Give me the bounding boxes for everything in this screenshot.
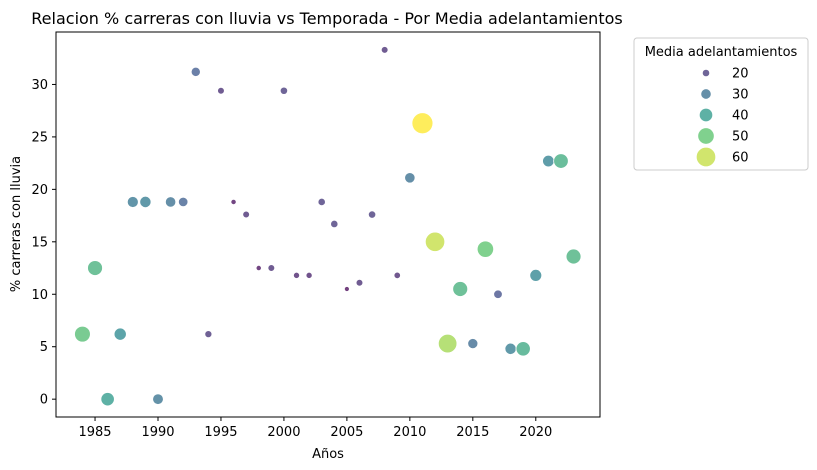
y-tick-label: 25 <box>31 130 48 145</box>
x-tick-label: 2015 <box>456 425 489 440</box>
y-tick-label: 10 <box>31 288 48 303</box>
y-tick-label: 15 <box>31 235 48 250</box>
data-point <box>367 210 377 219</box>
legend-title: Media adelantamientos <box>645 45 798 60</box>
data-point <box>267 264 276 272</box>
legend-entries: 20 30 40 50 60 <box>695 67 749 168</box>
data-point <box>190 66 201 77</box>
plot-frame <box>55 31 601 418</box>
data-point <box>380 46 389 54</box>
data-point <box>411 112 434 135</box>
x-tick-label: 1985 <box>78 425 111 440</box>
data-point <box>476 240 495 258</box>
data-point <box>74 325 91 343</box>
legend-label: 50 <box>732 130 749 145</box>
data-point <box>504 342 517 355</box>
legend-marker <box>697 127 715 145</box>
data-point <box>242 210 250 219</box>
x-axis: 1985 1990 1995 2000 2005 2010 2015 2020 <box>78 417 552 440</box>
chart-title: Relacion % carreras con lluvia vs Tempor… <box>31 9 622 28</box>
y-tick-label: 0 <box>40 393 48 408</box>
data-point <box>343 286 350 292</box>
legend: Media adelantamientos 20 30 40 50 60 <box>633 37 809 171</box>
x-tick-label: 2010 <box>393 425 426 440</box>
data-point <box>424 231 446 252</box>
x-axis-label: Años <box>312 447 344 462</box>
x-tick-label: 1995 <box>204 425 237 440</box>
x-tick-label: 1990 <box>141 425 174 440</box>
data-point <box>355 278 364 287</box>
data-point <box>515 341 531 357</box>
data-point <box>204 330 213 339</box>
data-point <box>255 264 262 272</box>
legend-box <box>633 37 809 171</box>
y-tick-label: 20 <box>31 183 48 198</box>
legend-label: 20 <box>732 67 749 82</box>
legend-marker <box>700 88 712 100</box>
legend-label: 40 <box>732 109 749 124</box>
data-point <box>126 196 139 208</box>
x-tick-label: 2020 <box>519 425 552 440</box>
legend-label: 60 <box>732 151 749 166</box>
data-point <box>178 196 189 208</box>
data-point <box>279 86 289 95</box>
y-axis: 0 5 10 15 20 25 30 <box>31 78 56 408</box>
y-axis-label: % carreras con lluvia <box>9 156 24 292</box>
data-point <box>452 281 469 297</box>
data-point <box>113 327 127 341</box>
data-point <box>542 154 555 168</box>
data-point <box>437 333 458 354</box>
data-point <box>230 198 237 205</box>
data-point <box>317 197 326 207</box>
data-point <box>393 271 401 280</box>
data-point <box>152 393 164 405</box>
data-point <box>529 269 543 282</box>
plot-area <box>74 46 582 407</box>
data-point <box>100 392 115 407</box>
legend-marker <box>701 68 711 78</box>
legend-marker <box>695 146 717 168</box>
x-tick-label: 2000 <box>267 425 300 440</box>
data-point <box>305 271 313 279</box>
legend-marker <box>698 107 714 123</box>
data-point <box>139 195 152 209</box>
data-point <box>330 219 339 229</box>
data-point <box>293 271 301 279</box>
data-point <box>87 260 103 276</box>
data-point <box>493 289 503 299</box>
data-point <box>164 196 177 208</box>
data-point <box>467 338 479 350</box>
y-tick-label: 5 <box>40 340 48 355</box>
data-point <box>404 172 416 184</box>
x-tick-label: 2005 <box>330 425 363 440</box>
data-point <box>565 248 582 265</box>
legend-label: 30 <box>732 88 749 103</box>
data-point <box>217 86 225 95</box>
y-tick-label: 30 <box>31 78 48 93</box>
data-point <box>553 153 569 169</box>
